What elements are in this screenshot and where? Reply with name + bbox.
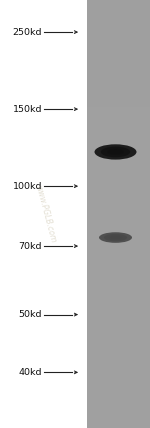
Text: 100kd: 100kd — [12, 181, 42, 191]
Text: 250kd: 250kd — [12, 27, 42, 37]
Ellipse shape — [99, 232, 132, 243]
Ellipse shape — [104, 234, 127, 241]
Ellipse shape — [94, 144, 136, 160]
Text: 70kd: 70kd — [18, 241, 42, 251]
Ellipse shape — [109, 235, 122, 240]
Text: 40kd: 40kd — [18, 368, 42, 377]
Bar — [87, 0, 150, 428]
Ellipse shape — [101, 146, 130, 158]
Text: 150kd: 150kd — [12, 104, 42, 114]
Text: 50kd: 50kd — [18, 310, 42, 319]
Ellipse shape — [107, 149, 124, 155]
Text: www.PGLB.com: www.PGLB.com — [33, 184, 57, 244]
